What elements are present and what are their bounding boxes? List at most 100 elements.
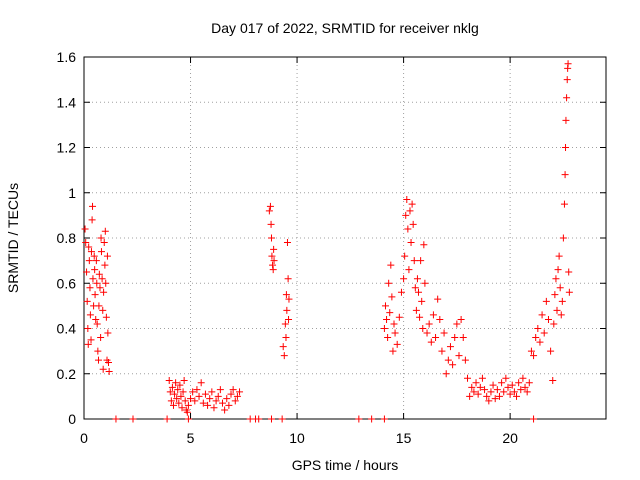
- data-point: [468, 383, 476, 391]
- data-point: [166, 388, 174, 396]
- data-point: [564, 60, 572, 68]
- data-point: [267, 415, 275, 423]
- data-point: [510, 388, 518, 396]
- data-point: [218, 399, 226, 407]
- y-tick-label: 1.2: [57, 140, 77, 156]
- data-point: [95, 270, 103, 278]
- data-point: [412, 306, 420, 314]
- data-point: [97, 234, 105, 242]
- data-point: [83, 268, 91, 276]
- data-point: [408, 200, 416, 208]
- data-point: [236, 388, 244, 396]
- data-point: [476, 383, 484, 391]
- data-point: [418, 297, 426, 305]
- data-point: [560, 200, 568, 208]
- data-point: [413, 275, 421, 283]
- data-point: [184, 401, 192, 409]
- data-point: [84, 325, 92, 332]
- data-point: [92, 315, 100, 323]
- data-point: [267, 220, 275, 228]
- data-point: [91, 266, 99, 274]
- data-point: [440, 329, 448, 337]
- data-point: [195, 392, 203, 400]
- plot-frame: [83, 56, 607, 420]
- data-point: [405, 266, 413, 274]
- data-point: [504, 383, 512, 391]
- data-point: [163, 415, 171, 423]
- data-point: [105, 367, 113, 375]
- data-point: [112, 415, 120, 423]
- data-point: [279, 343, 287, 351]
- data-point: [270, 245, 278, 253]
- data-point: [214, 392, 222, 400]
- data-point: [269, 266, 277, 274]
- data-point: [83, 297, 91, 305]
- data-point: [527, 347, 535, 355]
- data-point: [552, 275, 560, 283]
- data-point: [171, 390, 179, 398]
- data-point: [393, 340, 401, 348]
- data-point: [85, 243, 93, 251]
- data-point: [231, 397, 239, 405]
- data-point: [187, 395, 195, 403]
- data-point: [478, 374, 486, 382]
- data-point: [87, 336, 95, 344]
- data-point: [355, 415, 363, 423]
- data-point: [554, 266, 562, 274]
- data-point: [86, 284, 94, 292]
- data-point: [285, 295, 293, 303]
- data-point: [177, 392, 185, 400]
- data-point: [91, 291, 99, 299]
- data-point: [169, 401, 177, 409]
- data-point: [485, 397, 493, 405]
- data-point: [420, 241, 428, 249]
- data-point: [129, 415, 137, 423]
- data-point: [216, 386, 224, 394]
- data-point: [515, 379, 523, 387]
- data-point: [189, 388, 197, 396]
- data-point: [87, 248, 95, 256]
- data-point: [395, 313, 403, 321]
- data-point: [427, 338, 435, 346]
- data-point: [530, 352, 538, 360]
- data-point: [562, 144, 570, 151]
- data-point: [96, 284, 104, 292]
- data-point: [84, 340, 92, 348]
- data-point: [558, 297, 566, 305]
- data-point: [281, 320, 289, 328]
- data-point: [283, 239, 291, 247]
- data-point: [184, 415, 192, 423]
- data-point: [388, 293, 396, 301]
- data-point: [282, 291, 290, 299]
- data-point: [99, 306, 107, 314]
- data-point: [183, 408, 191, 416]
- data-point: [400, 275, 408, 283]
- data-point: [201, 390, 209, 398]
- data-point: [406, 207, 414, 215]
- data-point: [432, 334, 440, 342]
- data-point: [562, 116, 570, 124]
- data-point: [493, 386, 501, 394]
- data-point: [210, 404, 218, 412]
- data-point: [557, 311, 565, 319]
- data-point: [391, 329, 399, 337]
- data-point: [506, 390, 514, 398]
- data-point: [390, 320, 398, 328]
- data-point: [563, 76, 571, 84]
- data-point: [419, 325, 427, 332]
- data-point: [285, 315, 293, 323]
- data-point: [197, 379, 205, 387]
- y-tick-label: 0: [68, 411, 76, 427]
- data-point: [89, 202, 97, 210]
- data-point: [94, 347, 102, 355]
- data-point: [101, 261, 109, 269]
- data-point: [397, 288, 405, 296]
- y-tick-label: 1.4: [57, 94, 77, 110]
- x-tick-label: 10: [289, 430, 305, 446]
- data-point: [551, 291, 559, 299]
- data-point: [453, 320, 461, 328]
- data-point: [380, 415, 388, 423]
- data-point: [81, 225, 89, 233]
- data-point: [95, 302, 103, 310]
- data-point: [401, 252, 409, 260]
